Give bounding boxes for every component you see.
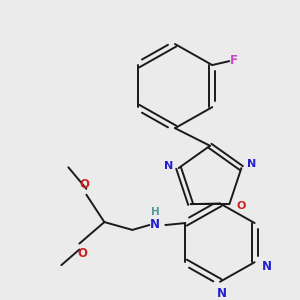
Text: N: N [164, 161, 173, 171]
Text: H: H [151, 207, 160, 217]
Text: O: O [77, 247, 87, 260]
Text: O: O [237, 201, 246, 211]
Text: N: N [247, 159, 256, 169]
Text: N: N [217, 287, 227, 300]
Text: N: N [262, 260, 272, 273]
Text: O: O [80, 178, 89, 191]
Text: F: F [230, 54, 238, 67]
Text: N: N [150, 218, 161, 230]
